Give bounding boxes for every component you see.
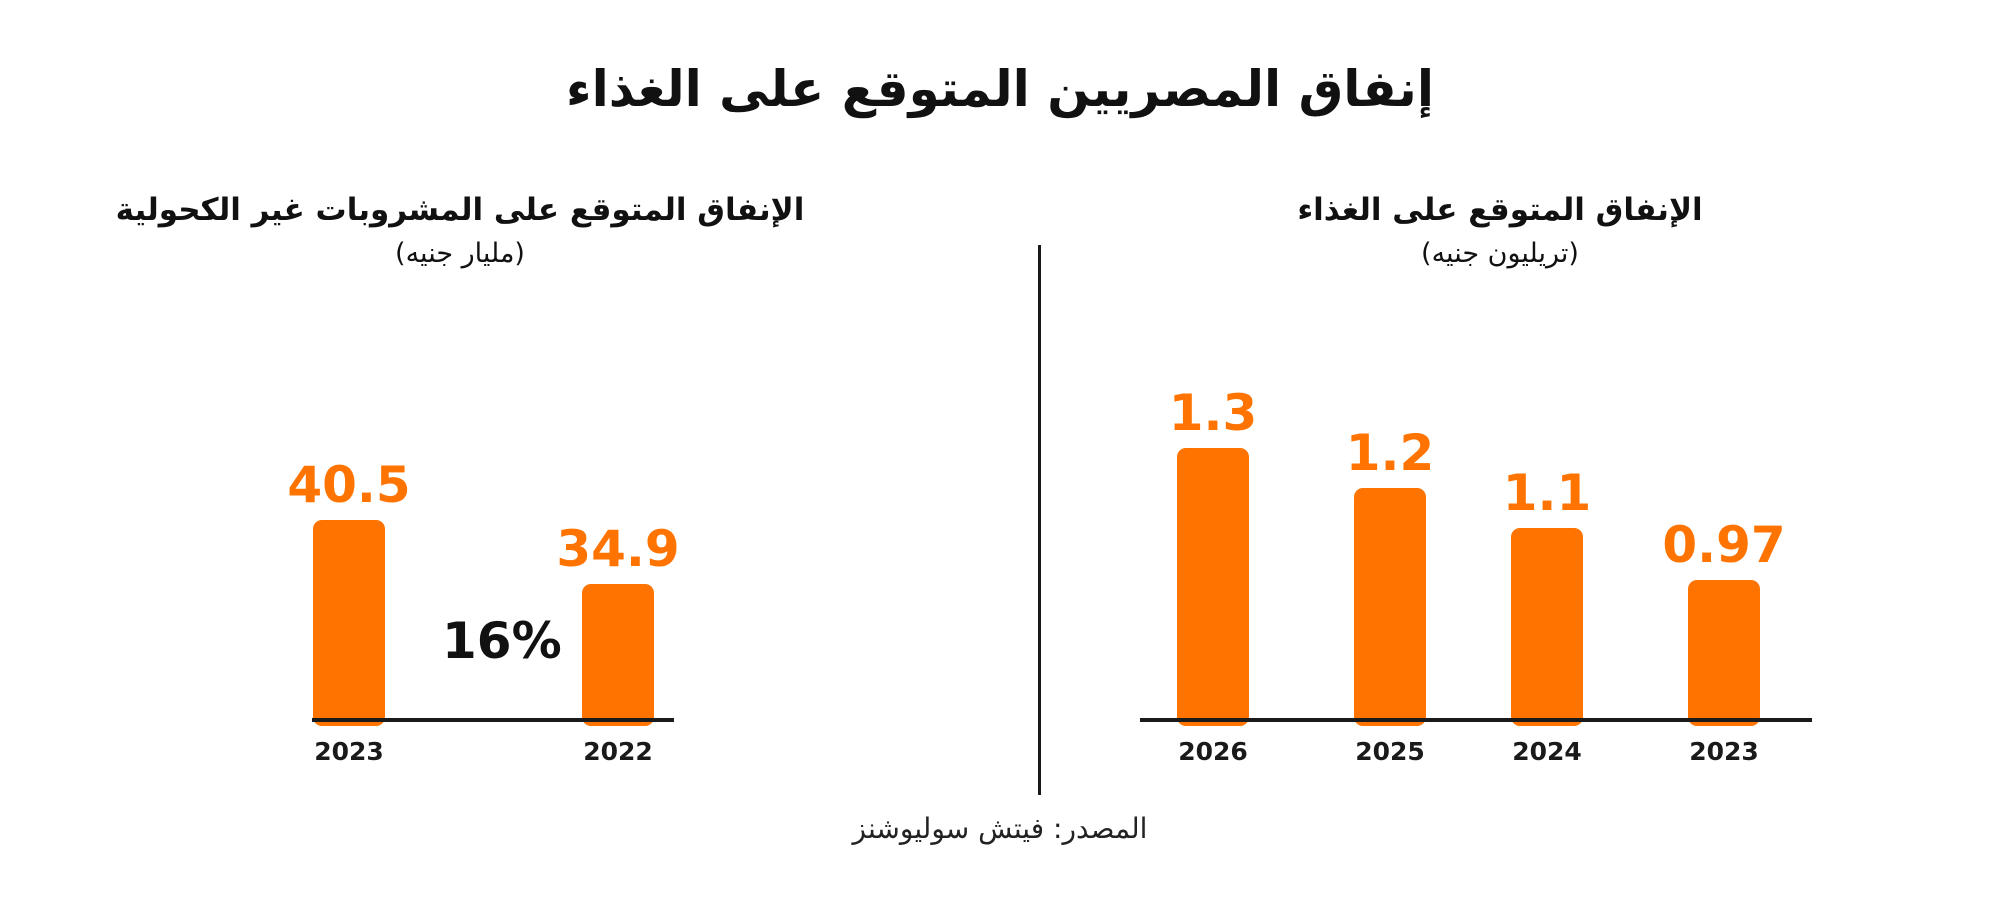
beverages-chart-title: الإنفاق المتوقع على المشروبات غير الكحول… xyxy=(115,192,805,228)
panel-divider xyxy=(1038,245,1041,795)
food-bar-chart: 1.3 2026 1.2 2025 1.1 2024 0.97 2023 xyxy=(1140,384,1812,766)
value-label-2025: 1.2 xyxy=(1346,424,1435,482)
beverages-chart-unit: (مليار جنيه) xyxy=(395,238,525,269)
tick-label-2026: 2026 xyxy=(1178,737,1248,766)
main-title: إنفاق المصريين المتوقع على الغذاء xyxy=(566,60,1434,118)
food-chart-unit: (تريليون جنيه) xyxy=(1421,238,1579,269)
beverages-bar-chart: 40.5 2023 34.9 2022 xyxy=(287,456,679,766)
value-label-2024: 1.1 xyxy=(1503,464,1592,522)
bar-2023 xyxy=(313,520,385,726)
bar-2024 xyxy=(1511,528,1583,726)
bar-2026 xyxy=(1177,448,1249,726)
tick-label-2022: 2022 xyxy=(583,737,653,766)
tick-label-2023: 2023 xyxy=(1689,737,1759,766)
source-note: المصدر: فيتش سوليوشنز xyxy=(852,812,1148,845)
tick-label-2025: 2025 xyxy=(1355,737,1425,766)
growth-annotation: 16% xyxy=(442,612,562,670)
value-label-2026: 1.3 xyxy=(1169,384,1258,442)
value-label-2023: 40.5 xyxy=(287,456,410,514)
bar-2023 xyxy=(1688,580,1760,726)
value-label-2022: 34.9 xyxy=(556,520,679,578)
value-label-2023: 0.97 xyxy=(1662,516,1785,574)
tick-label-2023: 2023 xyxy=(314,737,384,766)
tick-label-2024: 2024 xyxy=(1512,737,1582,766)
bar-2022 xyxy=(582,584,654,726)
bar-2025 xyxy=(1354,488,1426,726)
food-chart-title: الإنفاق المتوقع على الغذاء xyxy=(1297,192,1703,228)
